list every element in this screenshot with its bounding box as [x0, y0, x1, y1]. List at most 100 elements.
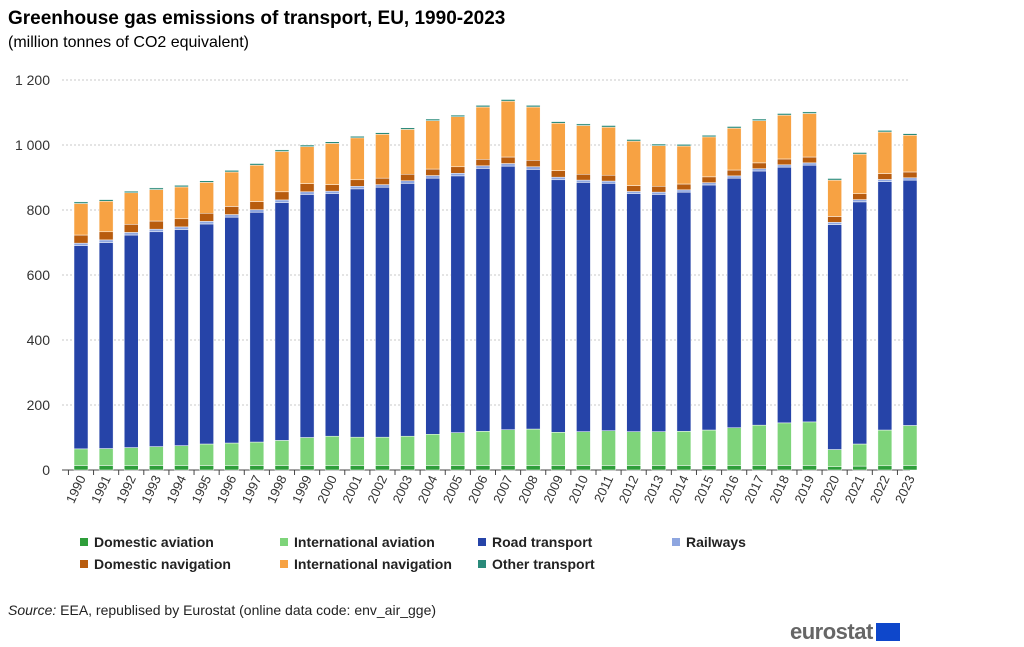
bar-segment-international-navigation — [249, 164, 265, 202]
bar-segment-road-transport — [400, 183, 415, 437]
bar-segment-road-transport — [551, 179, 566, 433]
bar-segment-railways — [827, 222, 842, 225]
bar-segment-other-transport — [902, 133, 918, 136]
bar-segment-other-transport — [324, 141, 340, 144]
bar-segment-domestic-navigation — [726, 169, 742, 177]
bar-segment-international-navigation — [274, 151, 290, 193]
x-tick-label: 1998 — [264, 473, 290, 506]
legend-item: Domestic aviation — [80, 534, 214, 550]
bar-segment-road-transport — [827, 224, 842, 450]
legend-swatch — [280, 538, 288, 546]
bar-segment-other-transport — [149, 187, 164, 190]
bar-segment-international-navigation — [425, 120, 440, 170]
bar-segment-road-transport — [174, 229, 189, 446]
bar-segment-international-navigation — [726, 127, 742, 171]
bar-segment-other-transport — [98, 199, 114, 202]
bar-segment-international-navigation — [475, 106, 491, 160]
legend-item: International aviation — [280, 534, 435, 550]
bar-segment-railways — [174, 226, 189, 230]
bar-segment-domestic-aviation — [551, 465, 566, 471]
bar-segment-domestic-navigation — [827, 216, 842, 223]
x-tick-label: 1997 — [239, 473, 265, 506]
x-tick-label: 2008 — [515, 473, 541, 506]
bar-segment-road-transport — [299, 194, 315, 438]
bar-segment-road-transport — [475, 168, 491, 432]
bar-segment-international-aviation — [475, 431, 491, 466]
bar-segment-railways — [475, 165, 491, 169]
bar-segment-road-transport — [576, 182, 591, 432]
bar-segment-domestic-navigation — [450, 166, 466, 174]
bar-segment-international-aviation — [802, 421, 817, 466]
bar-segment-domestic-aviation — [601, 465, 616, 471]
x-tick-label: 2002 — [364, 473, 390, 506]
y-tick-label: 200 — [27, 397, 51, 413]
bar-segment-domestic-aviation — [350, 465, 365, 471]
bar-segment-domestic-aviation — [123, 465, 139, 471]
y-tick-label: 400 — [27, 332, 51, 348]
legend-label: Other transport — [492, 556, 595, 572]
x-tick-label: 2012 — [616, 473, 642, 506]
bar-segment-international-aviation — [701, 429, 717, 466]
legend-label: International navigation — [294, 556, 452, 572]
eurostat-logo: eurostat — [790, 619, 900, 645]
bar-segment-international-navigation — [651, 145, 667, 187]
x-tick-label: 1996 — [214, 473, 240, 506]
bar-segment-international-navigation — [199, 182, 214, 214]
bar-segment-international-aviation — [777, 422, 792, 466]
bar-segment-road-transport — [123, 234, 139, 448]
bar-segment-international-aviation — [274, 440, 290, 466]
bar-segment-other-transport — [576, 123, 591, 126]
legend-item: International navigation — [280, 556, 452, 572]
legend-item: Railways — [672, 534, 746, 550]
bar-segment-international-aviation — [73, 448, 89, 466]
bar-segment-international-aviation — [149, 446, 164, 466]
bar-segment-international-aviation — [350, 436, 365, 466]
bar-segment-other-transport — [827, 178, 842, 181]
bar-segment-domestic-aviation — [274, 465, 290, 471]
bar-segment-international-aviation — [98, 448, 114, 466]
bar-segment-international-aviation — [299, 437, 315, 466]
bar-segment-international-navigation — [525, 106, 541, 161]
bar-segment-international-aviation — [525, 428, 541, 466]
bar-segment-domestic-navigation — [877, 173, 893, 180]
bar-segment-domestic-aviation — [324, 465, 340, 471]
logo-text: eurostat — [790, 619, 873, 644]
x-tick-label: 2000 — [314, 473, 340, 506]
y-tick-label: 1 200 — [15, 72, 50, 88]
legend-item: Domestic navigation — [80, 556, 231, 572]
bar-segment-international-navigation — [73, 203, 89, 236]
bar-segment-other-transport — [375, 132, 390, 135]
bar-segment-domestic-aviation — [802, 465, 817, 471]
bar-segment-other-transport — [676, 144, 692, 147]
bar-segment-railways — [676, 189, 692, 193]
bar-segment-road-transport — [324, 193, 340, 437]
bar-segment-railways — [726, 175, 742, 179]
bar-segment-domestic-aviation — [626, 465, 641, 471]
x-tick-label: 2014 — [666, 473, 692, 506]
bar-segment-domestic-navigation — [98, 231, 114, 241]
bar-segment-international-aviation — [626, 431, 641, 466]
x-tick-label: 1995 — [189, 473, 215, 506]
legend-label: Railways — [686, 534, 746, 550]
x-tick-label: 1991 — [88, 473, 114, 506]
bar-segment-international-aviation — [199, 443, 214, 466]
bar-segment-other-transport — [274, 149, 290, 152]
source-text: EEA, republised by Eurostat (online data… — [56, 602, 437, 618]
legend-swatch — [80, 538, 88, 546]
bar-segment-domestic-navigation — [902, 171, 918, 179]
bar-segment-other-transport — [123, 190, 139, 194]
bar-segment-other-transport — [475, 105, 491, 108]
bar-segment-road-transport — [350, 188, 365, 438]
bar-segment-other-transport — [877, 130, 893, 133]
bar-segment-domestic-navigation — [224, 206, 239, 215]
x-tick-label: 2010 — [565, 473, 591, 506]
bar-segment-other-transport — [626, 139, 641, 142]
bar-segment-road-transport — [224, 216, 239, 444]
bar-segment-road-transport — [902, 179, 918, 426]
legend-swatch — [280, 560, 288, 568]
bar-segment-other-transport — [249, 163, 265, 166]
bar-segment-domestic-navigation — [174, 218, 189, 228]
bar-segment-road-transport — [802, 164, 817, 423]
bar-segment-international-aviation — [902, 425, 918, 466]
legend-swatch — [672, 538, 680, 546]
